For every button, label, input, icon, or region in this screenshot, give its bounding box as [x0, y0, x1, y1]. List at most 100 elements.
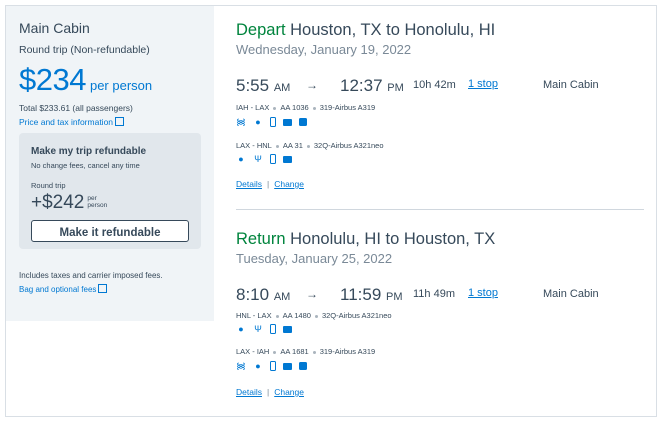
price-tax-link[interactable]: Price and tax information — [19, 116, 125, 127]
leg-flight: AA 1480 — [282, 311, 311, 320]
refundable-upsell: Make my trip refundable No change fees, … — [19, 133, 201, 249]
external-link-icon — [98, 284, 108, 293]
leg-amenities: ● Ψ — [236, 324, 292, 334]
depart-time: 8:10 AM — [236, 285, 290, 305]
dot-separator — [312, 350, 316, 354]
total-price: Total $233.61 (all passengers) — [19, 103, 133, 113]
segment-cabin: Main Cabin — [543, 288, 599, 300]
leg-info: LAX - IAH AA 1681 319-Airbus A319 — [236, 347, 375, 356]
phone-icon — [270, 361, 276, 371]
arrive-time-value: 11:59 — [340, 285, 382, 304]
leg-route: HNL - LAX — [236, 311, 272, 320]
return-times-row: 8:10 AM → 11:59 PM 11h 49m 1 stop Main C… — [236, 285, 636, 305]
depart-route: Houston, TX to Honolulu, HI — [290, 21, 496, 39]
depart-time-value: 8:10 — [236, 285, 270, 304]
arrive-time: 12:37 PM — [340, 76, 404, 96]
leg-amenities: ● Ψ — [236, 154, 292, 164]
leg-route: LAX - HNL — [236, 141, 272, 150]
arrive-ampm: PM — [387, 82, 404, 94]
arrive-time: 11:59 PM — [340, 285, 403, 305]
power-icon: ● — [238, 154, 244, 164]
phone-icon — [270, 117, 276, 127]
refund-price: +$242 — [31, 192, 85, 213]
usb-icon: Ψ — [254, 324, 262, 334]
details-link[interactable]: Details — [236, 387, 262, 397]
phone-icon — [270, 324, 276, 334]
price: $234 — [19, 62, 86, 97]
depart-ampm: AM — [273, 82, 291, 94]
depart-times-row: 5:55 AM → 12:37 PM 10h 42m 1 stop Main C… — [236, 76, 636, 96]
duration: 11h 49m — [413, 288, 455, 300]
return-heading: Return Honolulu, HI to Houston, TX — [236, 230, 495, 249]
change-link[interactable]: Change — [274, 387, 304, 397]
leg-info: HNL - LAX AA 1480 32Q-Airbus A321neo — [236, 311, 392, 320]
refund-price-row: +$242 per person — [31, 192, 107, 214]
usb-icon: Ψ — [254, 154, 262, 164]
power-icon: ● — [255, 117, 261, 127]
dot-separator — [312, 106, 316, 110]
leg-route: IAH - LAX — [236, 103, 270, 112]
leg-amenities: ᯼ ● — [236, 117, 307, 127]
external-link-icon — [115, 117, 125, 126]
depart-time: 5:55 AM — [236, 76, 290, 96]
return-date: Tuesday, January 25, 2022 — [236, 251, 393, 266]
power-icon: ● — [255, 361, 261, 371]
leg-flight: AA 1681 — [280, 347, 309, 356]
arrive-ampm: PM — [386, 291, 403, 303]
depart-ampm: AM — [273, 291, 291, 303]
tv-icon — [283, 118, 292, 126]
cabin-title: Main Cabin — [19, 20, 90, 36]
power-icon: ● — [238, 324, 244, 334]
app-icon — [299, 362, 307, 370]
per-person-label: per person — [89, 78, 153, 93]
bag-fees-link-text[interactable]: Bag and optional fees — [19, 285, 97, 294]
wifi-icon: ᯼ — [236, 361, 246, 371]
stops-link[interactable]: 1 stop — [468, 78, 498, 90]
app-icon — [299, 118, 307, 126]
refund-per-line1: per — [87, 195, 97, 202]
price-row: $234 per person — [19, 62, 152, 98]
refund-round-trip-label: Round trip — [31, 181, 66, 190]
price-summary-panel: Main Cabin Round trip (Non-refundable) $… — [6, 6, 214, 321]
dot-separator — [306, 144, 310, 148]
action-separator: | — [266, 179, 270, 189]
fees-note: Includes taxes and carrier imposed fees. — [19, 271, 163, 280]
action-separator: | — [266, 387, 270, 397]
tv-icon — [283, 155, 292, 163]
make-refundable-button[interactable]: Make it refundable — [31, 220, 189, 242]
tv-icon — [283, 362, 292, 370]
leg-aircraft: 32Q-Airbus A321neo — [321, 311, 392, 320]
refund-title: Make my trip refundable — [31, 146, 147, 157]
wifi-icon: ᯼ — [236, 117, 246, 127]
leg-flight: AA 1036 — [280, 103, 309, 112]
leg-aircraft: 32Q-Airbus A321neo — [313, 141, 384, 150]
leg-aircraft: 319-Airbus A319 — [319, 103, 376, 112]
dot-separator — [273, 350, 277, 354]
leg-amenities: ᯼ ● — [236, 361, 307, 371]
bag-fees-link[interactable]: Bag and optional fees — [19, 283, 108, 294]
trip-summary-card: Main Cabin Round trip (Non-refundable) $… — [5, 5, 657, 417]
segment-actions: Details | Change — [236, 387, 304, 397]
arrow-right-icon: → — [306, 78, 318, 92]
segment-divider — [236, 209, 644, 210]
stops-link[interactable]: 1 stop — [468, 287, 498, 299]
depart-date: Wednesday, January 19, 2022 — [236, 42, 412, 57]
depart-label: Depart — [236, 21, 286, 39]
trip-type: Round trip (Non-refundable) — [19, 44, 150, 56]
leg-aircraft: 319-Airbus A319 — [319, 347, 376, 356]
leg-route: LAX - IAH — [236, 347, 270, 356]
price-tax-link-text[interactable]: Price and tax information — [19, 117, 114, 127]
leg-info: IAH - LAX AA 1036 319-Airbus A319 — [236, 103, 375, 112]
return-label: Return — [236, 230, 286, 248]
depart-heading: Depart Houston, TX to Honolulu, HI — [236, 21, 495, 40]
dot-separator — [275, 144, 279, 148]
refund-per-line2: person — [87, 202, 108, 209]
dot-separator — [273, 106, 277, 110]
details-link[interactable]: Details — [236, 179, 262, 189]
leg-info: LAX - HNL AA 31 32Q-Airbus A321neo — [236, 141, 384, 150]
refund-per-person: per person — [87, 195, 107, 209]
segment-cabin: Main Cabin — [543, 79, 599, 91]
refund-subtitle: No change fees, cancel any time — [31, 161, 140, 170]
dot-separator — [314, 314, 318, 318]
change-link[interactable]: Change — [274, 179, 304, 189]
